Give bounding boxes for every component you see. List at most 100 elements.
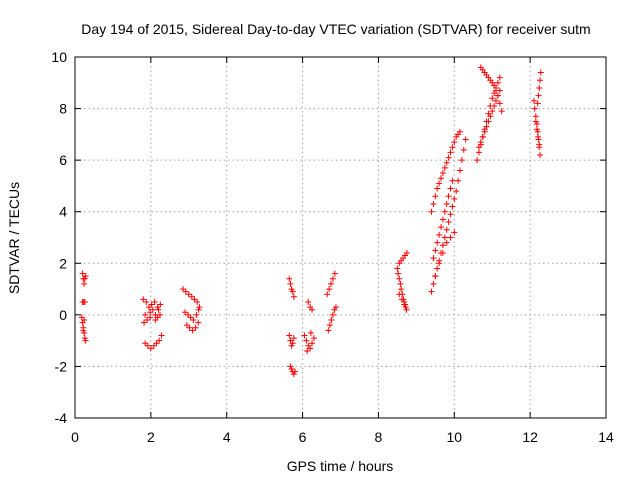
- data-point: [307, 329, 314, 336]
- data-point: [309, 340, 316, 347]
- data-point: [436, 180, 443, 187]
- data-point: [439, 242, 446, 249]
- data-point: [430, 255, 437, 262]
- data-point: [81, 317, 88, 324]
- data-point: [537, 77, 544, 84]
- y-tick-label: 6: [59, 152, 67, 168]
- data-point: [396, 291, 403, 298]
- data-point: [489, 108, 496, 115]
- data-point: [530, 97, 537, 104]
- data-point: [432, 273, 439, 280]
- data-point: [432, 193, 439, 200]
- data-point: [287, 363, 294, 370]
- data-point: [286, 332, 293, 339]
- data-point: [447, 185, 454, 192]
- data-point: [326, 286, 333, 293]
- data-point: [144, 342, 151, 349]
- data-point: [428, 288, 435, 295]
- data-point: [532, 118, 539, 125]
- data-point: [307, 345, 314, 352]
- data-point: [291, 368, 298, 375]
- data-point: [81, 280, 88, 287]
- data-point: [534, 128, 541, 135]
- x-tick-label: 2: [147, 429, 155, 445]
- series-arc-5.7c: [287, 363, 298, 378]
- x-tick-label: 4: [223, 429, 231, 445]
- data-point: [329, 311, 336, 318]
- data-point: [531, 105, 538, 112]
- data-point: [481, 128, 488, 135]
- data-point: [395, 270, 402, 277]
- data-point: [534, 100, 541, 107]
- data-point: [158, 332, 165, 339]
- data-point: [81, 275, 88, 282]
- series-arc-5.7a: [286, 275, 297, 300]
- data-point: [474, 157, 481, 164]
- data-point: [324, 291, 331, 298]
- data-point: [196, 304, 203, 311]
- data-point: [190, 317, 197, 324]
- data-point: [147, 309, 154, 316]
- series-arc-3.0c: [183, 319, 202, 334]
- series-arc-6.7b: [325, 304, 339, 334]
- data-point: [439, 170, 446, 177]
- series-arc-6.2b: [301, 329, 317, 354]
- data-point: [453, 188, 460, 195]
- data-point: [286, 275, 293, 282]
- data-point: [434, 265, 441, 272]
- data-point: [150, 342, 157, 349]
- data-point: [439, 249, 446, 256]
- data-point: [428, 208, 435, 215]
- series-arc-3.0b: [181, 306, 202, 324]
- series-arc-12.2c: [532, 118, 543, 148]
- data-point: [456, 128, 463, 135]
- data-point: [290, 371, 297, 378]
- data-point: [449, 144, 456, 151]
- series-arc-2.0a: [140, 296, 164, 318]
- data-point: [449, 203, 456, 210]
- axis-ticks: 0 2 4 6 8 10 12 14 -4 -2 0 2 4 6 8 10: [51, 49, 614, 445]
- data-point: [304, 347, 311, 354]
- data-point: [155, 306, 162, 313]
- chart-title: Day 194 of 2015, Sidereal Day-to-day VTE…: [81, 21, 590, 37]
- y-tick-label: 8: [59, 101, 67, 117]
- data-point: [189, 327, 196, 334]
- data-point: [140, 296, 147, 303]
- data-point: [494, 79, 501, 86]
- data-point: [156, 337, 163, 344]
- data-point: [462, 136, 469, 143]
- data-point: [532, 113, 539, 120]
- data-point: [485, 118, 492, 125]
- data-point: [434, 239, 441, 246]
- data-point: [143, 298, 150, 305]
- data-point: [443, 200, 450, 207]
- data-point: [396, 275, 403, 282]
- data-point: [181, 309, 188, 316]
- data-point: [458, 157, 465, 164]
- series-arc-8.6a: [394, 265, 409, 311]
- y-tick-label: 10: [51, 49, 67, 65]
- data-point: [491, 102, 498, 109]
- data-point: [441, 208, 448, 215]
- y-tick-label: -4: [55, 410, 68, 426]
- data-point: [332, 304, 339, 311]
- series-arc-10.9b: [477, 64, 505, 115]
- data-point: [157, 301, 164, 308]
- data-point: [535, 133, 542, 140]
- data-point: [141, 319, 148, 326]
- data-point: [156, 311, 163, 318]
- data-point: [305, 298, 312, 305]
- data-point: [79, 270, 86, 277]
- data-point: [398, 296, 405, 303]
- data-point: [329, 275, 336, 282]
- y-tick-label: 0: [59, 307, 67, 323]
- data-point: [533, 121, 540, 128]
- data-point: [475, 144, 482, 151]
- y-tick-label: 4: [59, 204, 67, 220]
- data-point: [430, 200, 437, 207]
- x-tick-label: 12: [522, 429, 538, 445]
- series-arc-6.7a: [324, 270, 338, 298]
- data-point: [401, 301, 408, 308]
- data-point: [153, 340, 160, 347]
